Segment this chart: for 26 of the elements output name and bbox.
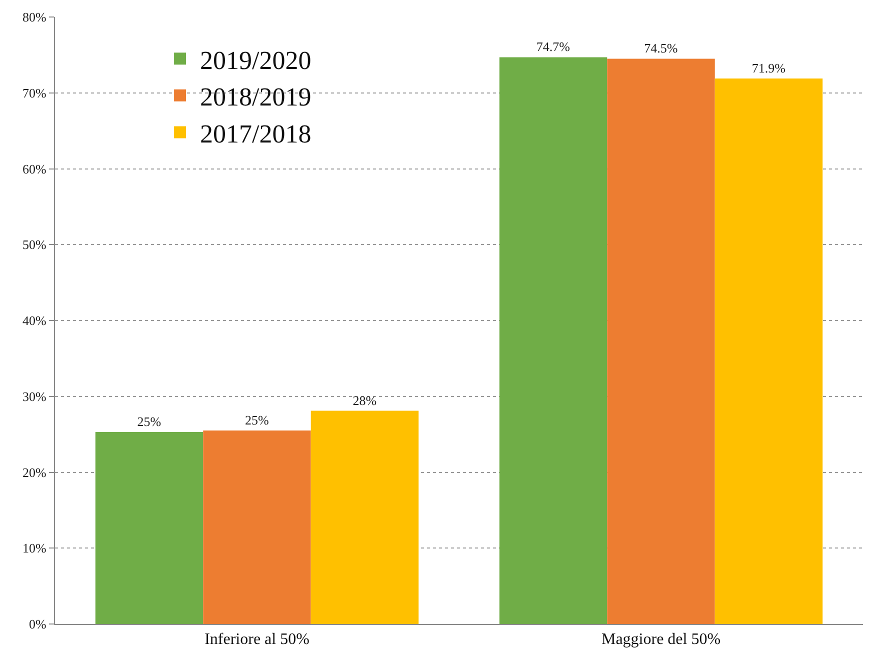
y-tick-label: 70% — [22, 85, 47, 100]
legend-label: 2017/2018 — [200, 119, 312, 148]
bar — [310, 410, 419, 624]
bar — [95, 432, 204, 624]
y-tick-label: 40% — [22, 313, 47, 328]
bar — [203, 430, 311, 624]
bar — [499, 57, 608, 624]
data-label: 74.5% — [644, 40, 678, 56]
y-tick-label: 80% — [22, 10, 47, 25]
legend-label: 2019/2020 — [200, 46, 312, 75]
x-tick-label: Maggiore del 50% — [601, 631, 721, 648]
data-label: 28% — [352, 392, 377, 408]
legend-label: 2018/2019 — [200, 82, 312, 112]
bar — [607, 58, 715, 624]
data-label: 25% — [245, 412, 269, 428]
x-tick-label: Inferiore al 50% — [204, 631, 310, 648]
y-tick-label: 50% — [22, 237, 47, 252]
data-label: 71.9% — [752, 60, 786, 76]
y-tick-label: 10% — [22, 540, 47, 556]
y-tick-label: 60% — [22, 161, 47, 176]
data-label: 25% — [137, 414, 162, 430]
y-tick-label: 20% — [22, 464, 47, 480]
bar — [714, 78, 823, 624]
y-tick-label: 30% — [22, 388, 47, 404]
data-label: 74.7% — [536, 39, 570, 54]
y-tick-label: 0% — [29, 616, 47, 632]
